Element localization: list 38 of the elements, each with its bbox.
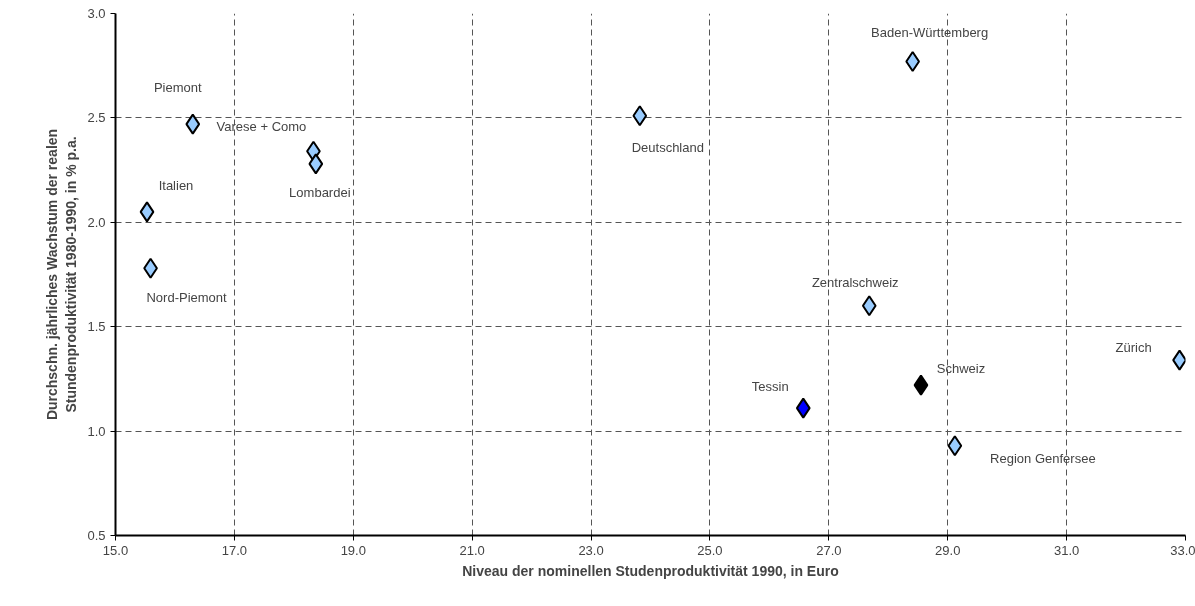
annotation: Deutschland — [631, 140, 704, 156]
x-tick-label: 15.0 — [102, 542, 129, 558]
annotation: Lombardei — [289, 185, 351, 201]
y-tick-label: 1.0 — [87, 423, 106, 439]
annotation: Italien — [158, 178, 194, 194]
annotation: Piemont — [153, 79, 203, 95]
annotation: Nord-Piemont — [146, 289, 228, 305]
point — [913, 374, 929, 396]
annotation: Zentralschweiz — [811, 275, 899, 291]
y-tick-label: 3.0 — [87, 6, 106, 21]
x-axis-title: Niveau der nominellen Studenproduktivität 1990, in Euro — [462, 562, 839, 579]
x-tick-label: 33.0 — [1170, 542, 1195, 558]
point — [139, 201, 155, 223]
x-tick-label: 31.0 — [1053, 542, 1080, 558]
y-axis-title: Durchschn. jährliches Wachstum der realen Stundenproduktivität 1980-1990, in % p.a. — [44, 128, 80, 421]
y-tick-label: 1.5 — [87, 319, 106, 335]
point — [632, 105, 648, 127]
annotation: Varese + Como — [216, 118, 307, 134]
point — [947, 435, 963, 457]
x-tick-label: 23.0 — [578, 542, 604, 558]
point — [861, 295, 877, 317]
x-tick-label: 29.0 — [935, 542, 961, 558]
y-tick-label: 2.0 — [87, 214, 106, 230]
x-tick-label: 17.0 — [221, 542, 248, 558]
x-tick-label: 21.0 — [459, 542, 485, 558]
y-tick-label: 2.5 — [87, 110, 106, 126]
annotation: Zürich — [1115, 339, 1152, 355]
annotation: Region Genfersee — [990, 451, 1096, 467]
point — [185, 113, 201, 135]
annotation: Baden-Württemberg — [871, 25, 989, 41]
annotation: Tessin — [751, 378, 789, 394]
point — [795, 397, 811, 419]
point — [308, 153, 324, 175]
x-tick-label: 19.0 — [340, 542, 366, 558]
x-tick-label: 27.0 — [816, 542, 842, 558]
y-tick-label: 0.5 — [87, 528, 106, 543]
annotation: Schweiz — [936, 360, 986, 376]
x-tick-label: 25.0 — [697, 542, 723, 558]
